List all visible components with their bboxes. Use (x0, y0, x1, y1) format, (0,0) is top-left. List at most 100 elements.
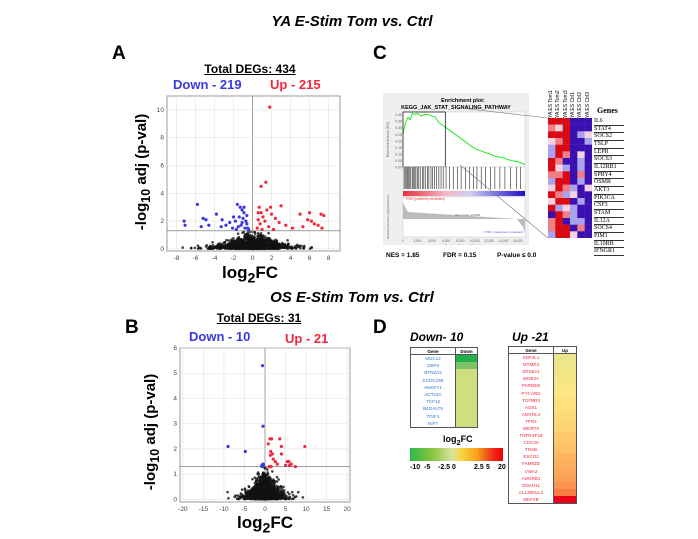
ns-point (282, 246, 285, 249)
gene-name: PYCARD (508, 389, 554, 397)
heatmap (548, 118, 592, 238)
up-point (278, 437, 282, 441)
ns-point (285, 245, 288, 249)
rank-tick-label: 4,000 (428, 239, 436, 243)
ns-point (290, 497, 294, 501)
down-point (207, 223, 211, 227)
rank-tick-label: 6,000 (442, 239, 450, 243)
heatmap-cell (548, 118, 556, 125)
ns-point (282, 489, 286, 492)
gene-name: TGFBR3 (508, 396, 554, 404)
ns-point (211, 241, 214, 244)
up-point (306, 218, 310, 222)
gene-name: NIF7 (410, 419, 456, 428)
ns-point (227, 239, 230, 242)
heatmap-cell (570, 178, 578, 185)
total-degs-a: Total DEGs: 434 (204, 62, 296, 76)
es-axis-label: Enrichment score (ES) (386, 122, 390, 157)
fold-change-cell (553, 432, 577, 440)
gene-row: ADGRB1 (508, 474, 577, 482)
heatmap-cell (562, 144, 571, 152)
heatmap-cell (548, 198, 556, 205)
gene-name: ADGRB1 (508, 474, 554, 482)
ns-point (252, 486, 256, 489)
down-point (220, 218, 224, 222)
es-curve (402, 112, 526, 165)
heatmap-cell (570, 118, 578, 125)
ns-point (246, 239, 250, 243)
gene-row: ANKFY1 (410, 383, 478, 391)
down-col-header: Down (455, 347, 478, 355)
fold-change-cell (553, 488, 577, 496)
down-point (230, 226, 235, 230)
ns-point (230, 242, 233, 246)
fold-change-cell (553, 481, 577, 489)
gene-row: MEF2B (508, 495, 577, 504)
ns-point (290, 490, 294, 494)
heatmap-cell (584, 171, 592, 179)
ns-point (262, 475, 265, 478)
up-point (266, 442, 270, 446)
legend-text: FC (460, 434, 473, 444)
down-point (245, 222, 249, 226)
ns-point (241, 231, 244, 234)
gene-row: ADGRL4 (508, 410, 577, 418)
ns-point (290, 245, 294, 249)
gene-name: ESCO2 (508, 453, 554, 461)
ns-point (228, 242, 231, 246)
heatmap-column-label: YA ES Tom3 (562, 90, 569, 118)
x-tick-label: 6 (308, 255, 312, 262)
heatmap-cell (570, 198, 578, 205)
x-tick-label: 2 (270, 255, 274, 262)
heatmap-cell (562, 224, 571, 232)
gene-name: ADGRL4 (508, 410, 554, 418)
up-point (259, 184, 263, 188)
y-tick-label: 0 (160, 246, 164, 253)
fold-change-cell (553, 453, 577, 461)
gsea-subtitle: KEGG_JAK_STAT_SIGNALING_PATHWAY (401, 105, 511, 111)
up-point (279, 204, 283, 208)
ns-point (256, 494, 259, 497)
down-point (234, 227, 238, 232)
up-point (264, 180, 268, 184)
down-point (199, 225, 203, 229)
up-point (284, 223, 288, 227)
heatmap-cell (555, 191, 563, 199)
heatmap-gene-label: IL12A (594, 218, 624, 226)
ns-point (246, 497, 250, 501)
gene-row: CDC20 (508, 439, 577, 447)
gene-name: MTMR4 (508, 361, 554, 369)
es-tick-label: 0.10 (395, 152, 402, 156)
down-point (242, 211, 246, 215)
ns-point (243, 243, 247, 247)
x-tick-label: -2 (231, 255, 237, 262)
ns-point (260, 236, 264, 239)
down-point (240, 208, 244, 212)
ns-point (270, 490, 273, 493)
up-point (268, 453, 272, 457)
x-tick-label: -20 (178, 506, 188, 513)
heatmap-cell (570, 184, 578, 192)
up-point (277, 220, 281, 225)
panel-label-a: A (112, 43, 126, 64)
up-point (279, 444, 284, 449)
heatmap-gene-label: TSLP (594, 141, 624, 149)
heatmap-cell (562, 131, 571, 139)
ns-point (197, 246, 201, 250)
ns-point (298, 246, 302, 250)
nes-value: NES = 1.85 (386, 252, 420, 259)
ns-point (275, 240, 278, 243)
heatmap-cell (584, 138, 592, 145)
ylabel-text: adj (p-val) (142, 373, 159, 449)
p-value: P-value ≤ 0.0 (497, 252, 537, 259)
heatmap-cell (584, 131, 592, 139)
gene-row: BTN2A2 (410, 369, 478, 377)
panel-label-c: C (373, 43, 387, 64)
heatmap-cell (555, 198, 563, 205)
ns-point (272, 240, 276, 244)
heatmap-column-label: YA ES Tom2 (555, 90, 562, 118)
ns-point (226, 490, 229, 494)
colorbar-tick-label: 0 (452, 464, 456, 471)
down-point (182, 219, 186, 223)
ns-point (251, 488, 255, 492)
